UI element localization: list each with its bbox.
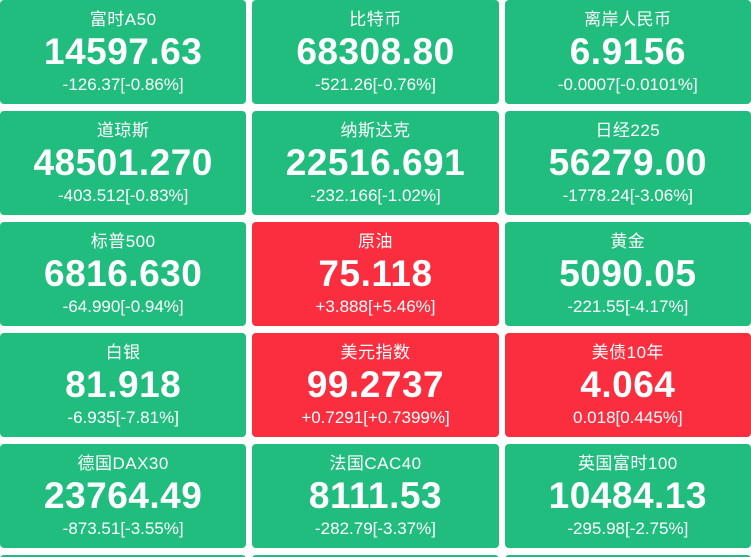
tile-change: -0.0007[-0.0101%] bbox=[557, 74, 698, 94]
tile-label: 白银 bbox=[105, 342, 141, 362]
tile-label: 法国CAC40 bbox=[329, 453, 422, 473]
tile-change: -282.79[-3.37%] bbox=[315, 518, 436, 538]
tile-value: 8111.53 bbox=[308, 474, 443, 516]
tile-value: 23764.49 bbox=[44, 474, 203, 516]
market-tile-partial[interactable] bbox=[0, 555, 247, 557]
tile-label: 原油 bbox=[357, 231, 393, 251]
tile-value: 10484.13 bbox=[548, 474, 707, 516]
tile-change: -126.37[-0.86%] bbox=[62, 74, 184, 94]
tile-change: -64.990[-0.94%] bbox=[62, 296, 184, 316]
tile-change: -521.26[-0.76%] bbox=[315, 74, 436, 94]
tile-value: 22516.691 bbox=[285, 141, 466, 183]
tile-label: 纳斯达克 bbox=[340, 120, 411, 140]
market-tile[interactable]: 标普500 6816.630 -64.990[-0.94%] bbox=[0, 222, 247, 326]
tile-change: 0.018[0.445%] bbox=[572, 407, 683, 427]
market-tile[interactable]: 日经225 56279.00 -1778.24[-3.06%] bbox=[504, 111, 751, 215]
tile-value: 81.918 bbox=[65, 363, 182, 405]
tile-label: 美元指数 bbox=[340, 342, 411, 362]
tile-label: 美债10年 bbox=[591, 342, 665, 362]
tile-label: 黄金 bbox=[610, 231, 646, 251]
market-tile[interactable]: 比特币 68308.80 -521.26[-0.76%] bbox=[252, 0, 499, 104]
tile-label: 比特币 bbox=[349, 9, 402, 29]
market-tile[interactable]: 美元指数 99.2737 +0.7291[+0.7399%] bbox=[252, 333, 499, 437]
tile-change: +3.888[+5.46%] bbox=[315, 296, 436, 316]
market-tile-partial[interactable] bbox=[252, 555, 499, 557]
tile-value: 56279.00 bbox=[548, 141, 707, 183]
market-tile[interactable]: 黄金 5090.05 -221.55[-4.17%] bbox=[504, 222, 751, 326]
market-tile[interactable]: 富时A50 14597.63 -126.37[-0.86%] bbox=[0, 0, 247, 104]
market-tile[interactable]: 道琼斯 48501.270 -403.512[-0.83%] bbox=[0, 111, 247, 215]
tile-value: 48501.270 bbox=[33, 141, 213, 183]
tile-value: 99.2737 bbox=[306, 363, 445, 405]
market-tile[interactable]: 英国富时100 10484.13 -295.98[-2.75%] bbox=[504, 444, 751, 548]
tile-change: -295.98[-2.75%] bbox=[567, 518, 689, 538]
tile-label: 标普500 bbox=[90, 231, 156, 251]
tile-change: -403.512[-0.83%] bbox=[57, 185, 189, 205]
tile-value: 6816.630 bbox=[44, 252, 203, 294]
tile-change: -1778.24[-3.06%] bbox=[562, 185, 694, 205]
tile-label: 富时A50 bbox=[89, 9, 157, 29]
tile-change: -6.935[-7.81%] bbox=[67, 407, 179, 427]
market-tile[interactable]: 离岸人民币 6.9156 -0.0007[-0.0101%] bbox=[504, 0, 751, 104]
tile-value: 14597.63 bbox=[44, 30, 203, 72]
tile-value: 6.9156 bbox=[569, 30, 686, 72]
market-tile[interactable]: 德国DAX30 23764.49 -873.51[-3.55%] bbox=[0, 444, 247, 548]
tile-value: 68308.80 bbox=[296, 30, 455, 72]
market-tile[interactable]: 美债10年 4.064 0.018[0.445%] bbox=[504, 333, 751, 437]
tile-value: 5090.05 bbox=[559, 252, 697, 294]
tile-change: -873.51[-3.55%] bbox=[62, 518, 184, 538]
market-tile[interactable]: 纳斯达克 22516.691 -232.166[-1.02%] bbox=[252, 111, 499, 215]
tile-value: 4.064 bbox=[580, 363, 676, 405]
tile-change: +0.7291[+0.7399%] bbox=[301, 407, 450, 427]
market-tile-partial[interactable] bbox=[504, 555, 751, 557]
tile-label: 道琼斯 bbox=[96, 120, 150, 140]
tile-label: 离岸人民币 bbox=[584, 9, 672, 29]
tile-value: 75.118 bbox=[318, 252, 433, 294]
tile-change: -221.55[-4.17%] bbox=[567, 296, 689, 316]
tile-label: 日经225 bbox=[595, 120, 661, 140]
tile-label: 德国DAX30 bbox=[77, 453, 169, 473]
market-tile[interactable]: 白银 81.918 -6.935[-7.81%] bbox=[0, 333, 247, 437]
tile-label: 英国富时100 bbox=[577, 453, 678, 473]
market-tile[interactable]: 法国CAC40 8111.53 -282.79[-3.37%] bbox=[252, 444, 499, 548]
tile-change: -232.166[-1.02%] bbox=[310, 185, 441, 205]
market-tile[interactable]: 原油 75.118 +3.888[+5.46%] bbox=[252, 222, 499, 326]
